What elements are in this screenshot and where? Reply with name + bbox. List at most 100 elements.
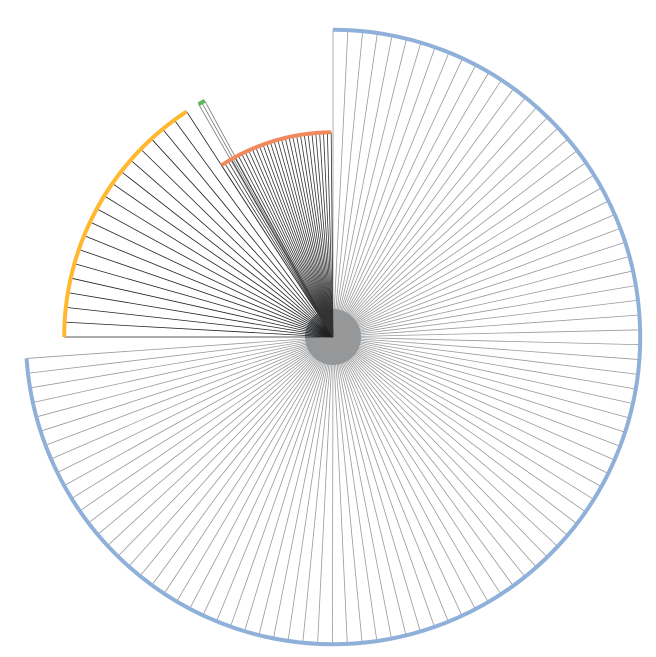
spoke xyxy=(332,336,621,447)
spoke xyxy=(330,132,334,338)
spoke xyxy=(332,138,569,338)
spoke xyxy=(332,31,364,338)
spoke xyxy=(269,141,334,338)
spoke xyxy=(332,336,548,558)
spoke xyxy=(332,58,463,338)
spoke xyxy=(230,336,334,627)
spoke xyxy=(130,159,334,338)
spoke xyxy=(65,306,334,338)
spoke xyxy=(332,336,537,568)
spoke xyxy=(332,106,538,338)
spoke xyxy=(26,336,334,359)
spoke xyxy=(70,277,334,338)
spoke xyxy=(97,336,334,535)
spoke xyxy=(332,42,422,338)
spoke xyxy=(241,153,334,338)
spoke xyxy=(273,140,334,338)
spoke xyxy=(332,299,639,338)
segment-arc xyxy=(24,27,643,647)
spoke xyxy=(332,336,602,487)
spoke xyxy=(332,336,630,419)
spoke xyxy=(248,150,334,338)
spoke xyxy=(71,336,334,499)
spoke xyxy=(332,38,407,338)
spoke xyxy=(303,134,334,338)
spoke xyxy=(287,336,334,641)
spoke xyxy=(319,132,334,338)
spoke xyxy=(288,136,334,338)
spoke xyxy=(332,270,634,338)
spoke xyxy=(332,336,407,636)
spoke xyxy=(237,155,334,338)
spoke xyxy=(262,144,334,338)
spoke xyxy=(332,116,548,338)
spoke xyxy=(332,336,435,628)
spoke xyxy=(266,143,334,338)
spoke xyxy=(277,139,334,338)
spoke xyxy=(332,336,558,547)
spoke xyxy=(332,336,594,500)
spoke xyxy=(332,329,641,338)
spoke xyxy=(244,151,334,338)
spoke xyxy=(332,227,621,338)
spoke xyxy=(176,336,334,602)
spoke xyxy=(227,160,334,338)
spoke xyxy=(332,336,449,622)
segment-1 xyxy=(62,109,334,338)
spoke xyxy=(332,336,586,513)
spoke xyxy=(332,30,349,338)
spoke xyxy=(120,171,334,338)
spoke xyxy=(234,157,334,338)
spoke xyxy=(332,336,514,587)
spoke xyxy=(64,321,334,338)
spoke xyxy=(332,336,636,390)
spoke xyxy=(45,336,334,446)
spoke xyxy=(139,336,334,577)
spoke xyxy=(332,336,334,645)
spoke xyxy=(326,132,334,338)
spoke xyxy=(332,150,578,338)
spoke xyxy=(112,183,334,338)
spoke xyxy=(89,221,334,338)
spoke xyxy=(332,336,348,644)
spoke xyxy=(332,336,502,595)
spoke xyxy=(189,336,334,609)
spoke xyxy=(307,133,334,338)
spoke xyxy=(231,158,334,338)
spoke xyxy=(79,336,334,512)
spoke xyxy=(332,256,630,338)
spoke xyxy=(332,214,615,338)
segment-arc xyxy=(197,99,206,106)
spoke xyxy=(27,336,334,374)
spoke xyxy=(332,72,490,338)
spoke xyxy=(36,336,334,418)
spoke xyxy=(216,336,334,622)
spoke xyxy=(332,79,502,338)
spoke xyxy=(251,148,334,338)
spoke xyxy=(332,336,489,603)
spoke xyxy=(128,336,334,567)
spoke xyxy=(315,132,334,338)
spoke xyxy=(317,336,334,644)
spoke xyxy=(332,162,587,338)
spoke xyxy=(224,162,334,338)
spoke xyxy=(78,249,334,338)
spoke xyxy=(332,174,595,338)
segment-0 xyxy=(24,27,643,647)
spoke xyxy=(281,138,334,338)
spoke xyxy=(332,47,436,338)
spoke xyxy=(332,64,477,338)
spoke xyxy=(29,336,334,389)
spoke xyxy=(332,336,626,433)
spoke xyxy=(302,336,334,643)
spoke xyxy=(332,285,636,338)
spoke xyxy=(332,336,378,642)
spoke xyxy=(332,314,640,338)
spoke xyxy=(83,235,334,338)
spoke xyxy=(63,336,334,486)
spoke xyxy=(221,165,334,338)
spoke xyxy=(332,32,378,338)
segment-arc xyxy=(62,109,188,338)
